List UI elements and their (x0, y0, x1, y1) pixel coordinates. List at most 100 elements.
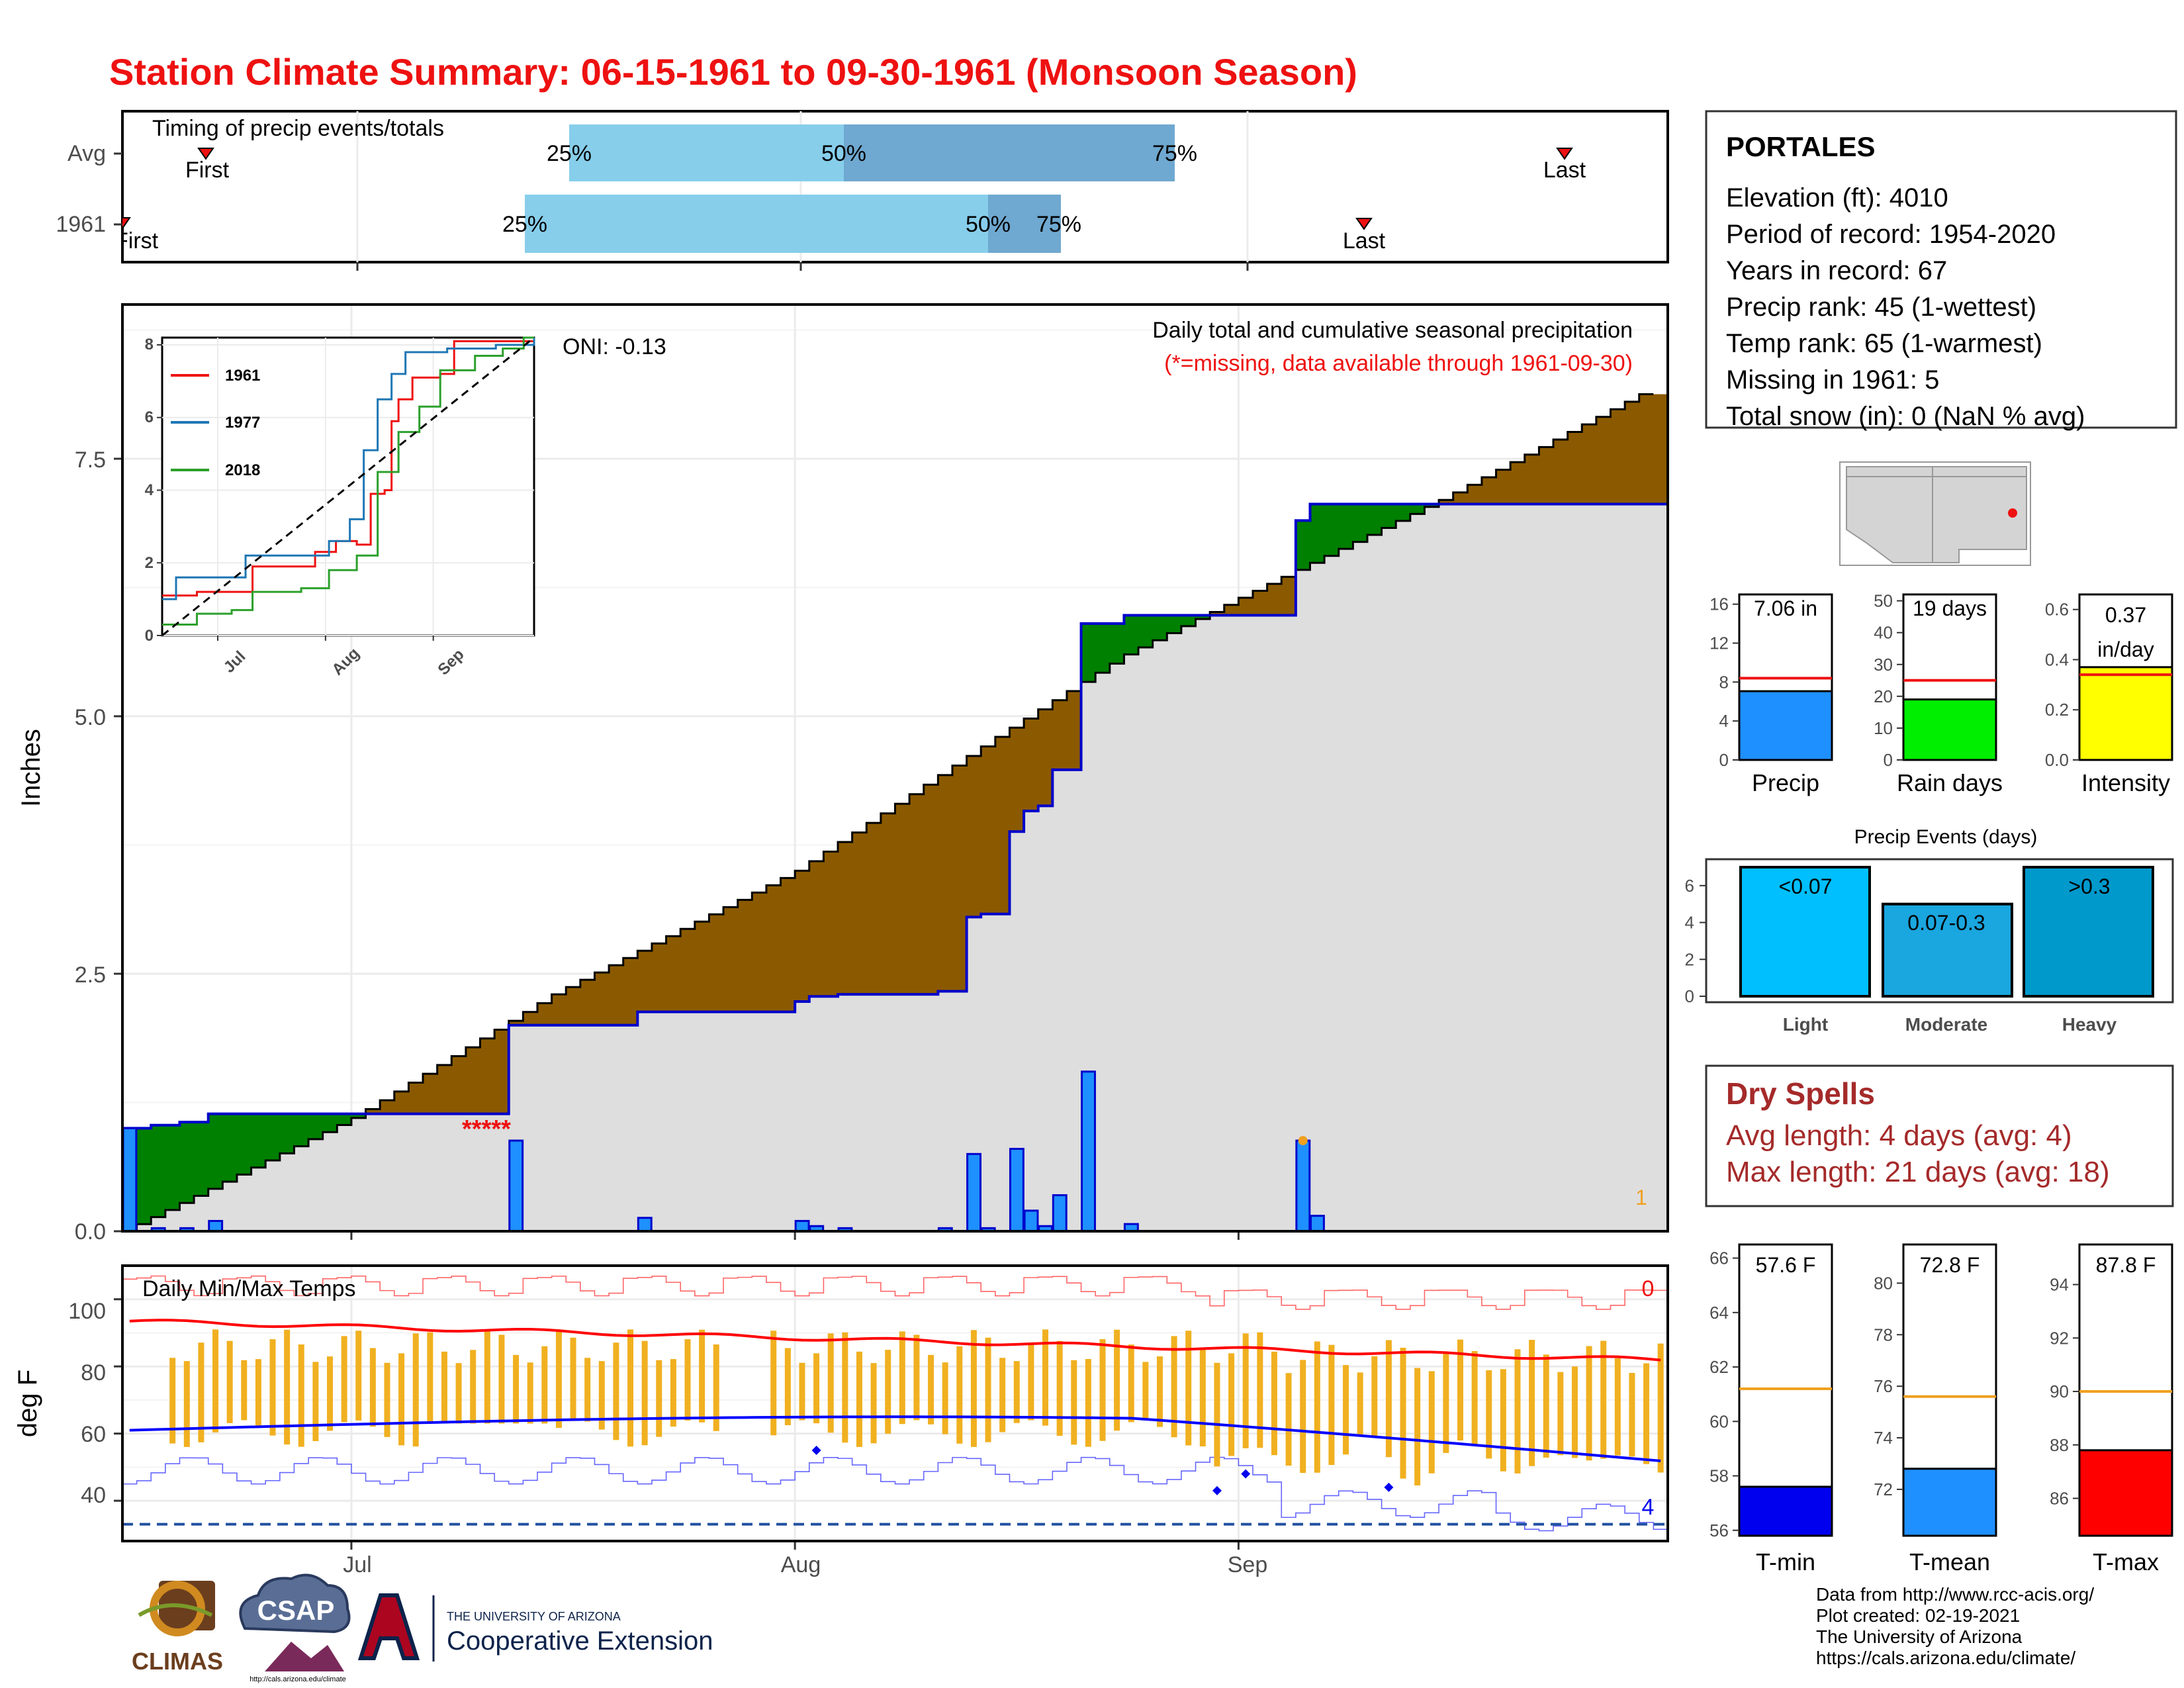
mini-tmean-bar (1902, 1468, 1997, 1537)
inset-line-1961 (162, 340, 534, 597)
mini-tmin-tick-label: 56 (1709, 1521, 1729, 1540)
precip-events-label-moderate: 0.07-0.3 (1907, 911, 1985, 935)
mini-precip-y-ticks: 0 4 8 12 16 (1709, 594, 1739, 770)
mini-precip-tick-label: 4 (1719, 711, 1729, 731)
timing-avg-last-marker (1556, 148, 1573, 160)
mini-intensity-tick-label: 0.4 (2045, 649, 2069, 669)
credit-university: The University of Arizona (1816, 1626, 2023, 1647)
temp-panel: Daily Min/Max Temps 0 4 deg F 40 60 80 1… (13, 1264, 1669, 1577)
mini-tmin-label: T-min (1756, 1548, 1815, 1575)
credit-data-source: Data from http://www.rcc-acis.org/ (1816, 1584, 2094, 1605)
cumulative-average-line (122, 393, 1654, 1233)
temp-title: Daily Min/Max Temps (142, 1276, 355, 1301)
climas-logo-leaf (138, 1603, 213, 1617)
precip-events-tick-label: 6 (1685, 876, 1694, 896)
mini-tmean-value: 72.8 F (1920, 1253, 1980, 1277)
timing-1961-p25-label: 25% (502, 212, 547, 237)
mini-tmax-tick-label: 94 (2050, 1275, 2069, 1295)
precip-subtitle: Daily total and cumulative seasonal prec… (1152, 318, 1633, 343)
inset-y-tick-2: 2 (145, 554, 154, 572)
dry-spells-max: Max length: 21 days (avg: 18) (1726, 1156, 2110, 1188)
mini-raindays-bar (1902, 698, 1997, 761)
mini-precip-tick-label: 8 (1719, 672, 1729, 692)
temp-x-tick-sep: Sep (1228, 1552, 1268, 1577)
inset-line-2018 (162, 336, 534, 626)
precip-events-tick-label: 4 (1685, 913, 1694, 933)
daily-precip-bar (122, 1127, 138, 1233)
mini-tmin-value: 57.6 F (1756, 1253, 1816, 1277)
locator-map (1839, 461, 2031, 566)
mini-tmin-y-ticks: 56 58 60 62 64 66 (1709, 1248, 1739, 1540)
station-years: Years in record: 67 (1726, 256, 1947, 285)
precip-y-tick-2-5: 2.5 (75, 962, 106, 988)
daily-precip-bar (508, 1139, 524, 1233)
temp-x-tick-jul: Jul (343, 1552, 371, 1577)
mini-tmax-tick-label: 88 (2050, 1435, 2069, 1455)
mini-raindays-chart: 19 days Rain days 0 10 20 30 40 50 (1874, 591, 2003, 796)
mini-tmean-tick-label: 74 (1874, 1428, 1893, 1448)
mini-tmin-tick-label: 64 (1709, 1303, 1729, 1323)
daily-precip-bar (1309, 1215, 1325, 1233)
csap-logo-text: CSAP (257, 1595, 335, 1626)
station-total-snow: Total snow (in): 0 (NaN % avg) (1726, 402, 2085, 431)
timing-1961-p75-label: 75% (1036, 212, 1081, 237)
dry-spells-title: Dry Spells (1726, 1076, 1875, 1111)
ua-logo-line1: THE UNIVERSITY OF ARIZONA (447, 1610, 621, 1623)
temp-y-tick-80: 80 (81, 1360, 106, 1385)
timing-1961-first-label: First (114, 228, 159, 254)
inset-legend: 1961 1977 2018 (171, 367, 260, 479)
temp-y-axis-label: deg F (13, 1370, 42, 1437)
daily-precip-bar (208, 1219, 224, 1233)
mini-tmin-tick-label: 62 (1709, 1357, 1729, 1377)
mini-intensity-label: Intensity (2081, 769, 2170, 796)
temp-y-tick-60: 60 (81, 1422, 106, 1447)
mini-tmax-tick-label: 90 (2050, 1382, 2069, 1401)
timing-title: Timing of precip events/totals (152, 116, 444, 141)
mini-raindays-value: 19 days (1913, 596, 1987, 620)
mini-intensity-tick-label: 0.0 (2045, 750, 2069, 770)
mini-tmax-label: T-max (2093, 1548, 2159, 1575)
inset-chart: 1961 1977 2018 0 2 4 6 8 Jul Aug Sep (145, 336, 535, 679)
csap-url-text: http://cals.arizona.edu/climate (250, 1675, 346, 1683)
timing-1961-first-marker (122, 217, 131, 230)
timing-avg-25-50-bar (569, 124, 844, 181)
mini-tmean-tick-label: 78 (1874, 1325, 1893, 1344)
dry-spells-frame (1705, 1064, 2174, 1207)
mini-tmax-y-ticks: 86 88 90 92 94 (2050, 1275, 2079, 1508)
csap-cloud-icon (239, 1573, 351, 1634)
precip-plot-area (121, 393, 1668, 1233)
timing-row-avg-label: Avg (68, 141, 106, 166)
mini-tmin-chart: 57.6 F T-min 56 58 60 62 64 66 (1709, 1243, 1833, 1575)
climas-logo: CLIMAS (132, 1581, 223, 1675)
inset-line-1977 (162, 338, 535, 600)
mini-intensity-y-ticks: 0.0 0.2 0.4 0.6 (2045, 600, 2079, 770)
mini-precip-bar (1738, 690, 1833, 761)
cumulative-1961-line (122, 502, 1668, 1130)
avg-tmax-line (129, 1319, 1661, 1362)
daily-precip-bar (794, 1219, 810, 1233)
mini-tmin-bar (1738, 1485, 1833, 1537)
precip-events-chart: Precip Events (days) 0 2 4 6 Light Moderate… (1685, 826, 2174, 1035)
temp-record-min-line (122, 1456, 1668, 1532)
mini-raindays-tick-label: 20 (1874, 686, 1893, 706)
map-state-border (1846, 467, 2027, 477)
precip-events-title: Precip Events (days) (1854, 826, 2038, 848)
timing-avg-last-label: Last (1543, 158, 1586, 183)
station-name: PORTALES (1726, 131, 1876, 162)
csap-mountain-icon (265, 1642, 344, 1671)
inset-legend-2018-label: 2018 (225, 461, 260, 479)
daily-precip-bar (1295, 1139, 1311, 1233)
precip-events-bars (1739, 866, 2154, 998)
timing-1961-50-75-bar (988, 195, 1061, 253)
precip-y-tick-5: 5.0 (75, 705, 106, 730)
temp-panel-frame (121, 1264, 1669, 1542)
precip-missing-note: (*=missing, data available through 1961-… (1164, 351, 1633, 376)
precip-events-tick-label: 0 (1685, 986, 1694, 1006)
mini-tmin-tick-label: 60 (1709, 1411, 1729, 1431)
temp-y-tick-100: 100 (68, 1299, 106, 1324)
timing-1961-p50-label: 50% (966, 212, 1011, 237)
ua-block-a-icon (357, 1593, 420, 1660)
precip-panel: Daily total and cumulative seasonal prec… (17, 303, 1669, 1244)
timing-1961-first-clip: First (114, 217, 159, 254)
timing-1961-last-marker (1355, 218, 1373, 230)
